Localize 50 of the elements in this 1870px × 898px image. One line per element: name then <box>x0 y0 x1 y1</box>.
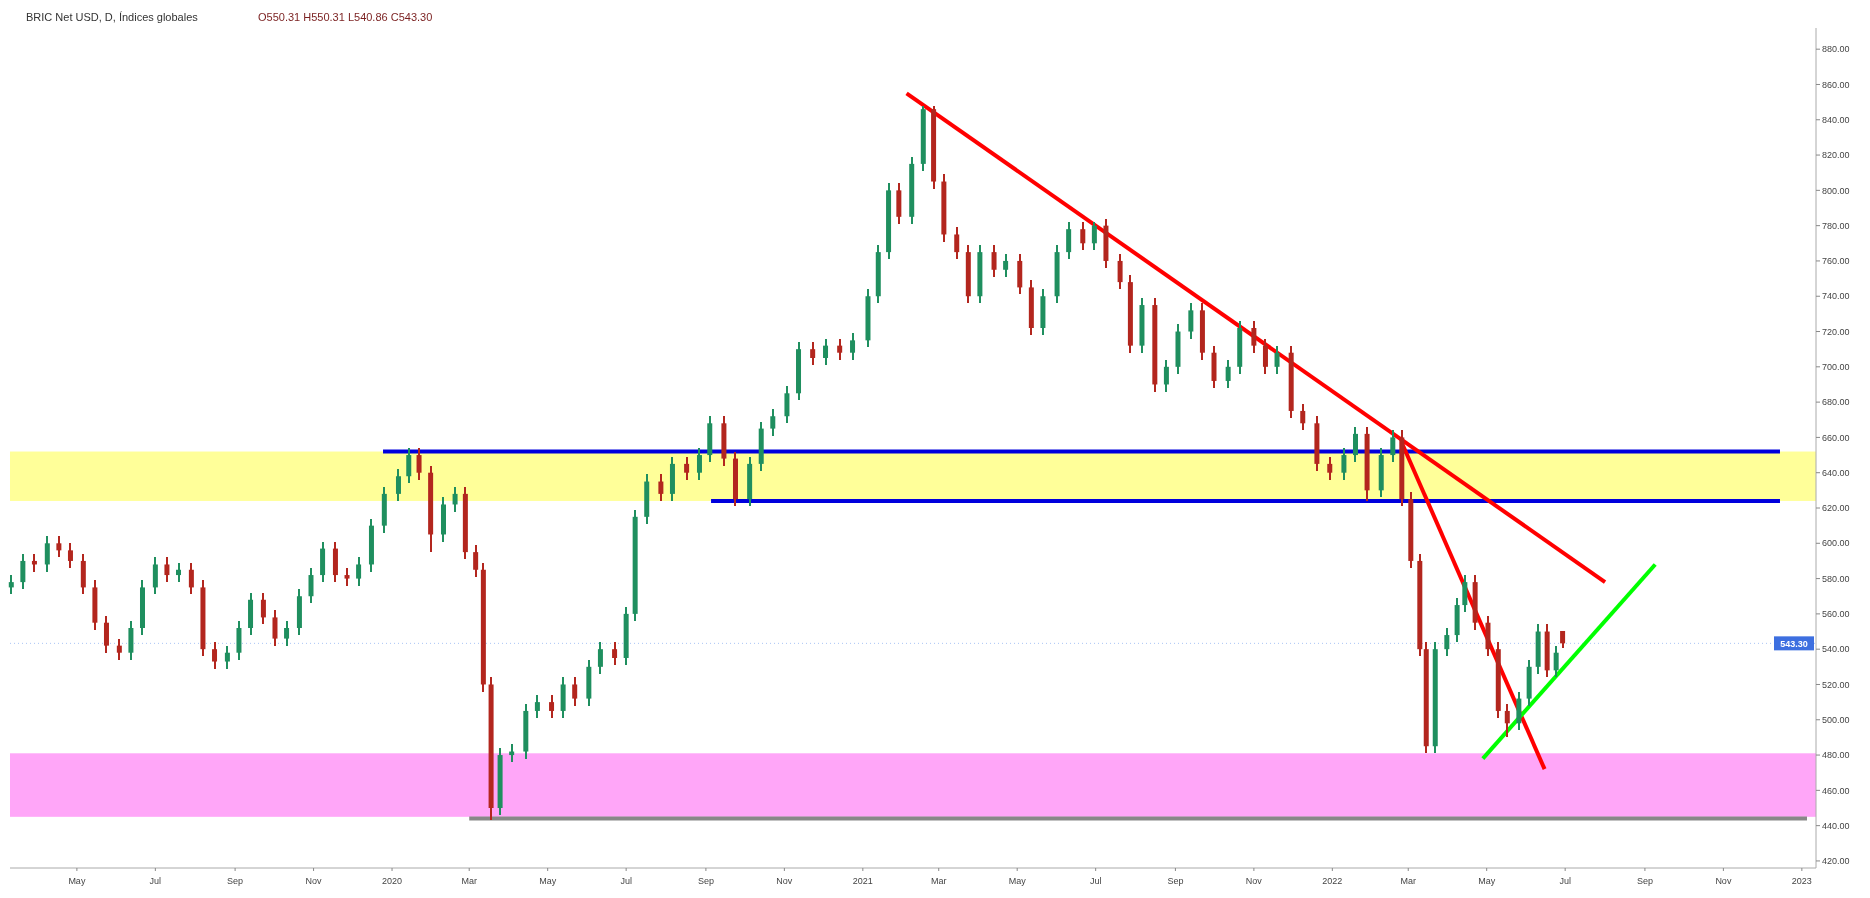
y-tick-label: 700.00 <box>1822 361 1850 372</box>
x-tick-label: Sep <box>1167 876 1184 886</box>
x-tick-label: Jul <box>620 876 632 886</box>
x-tick-label: May <box>539 876 557 886</box>
y-tick-label: 520.00 <box>1822 679 1850 690</box>
y-tick-label: 620.00 <box>1822 503 1850 514</box>
y-tick-label: 600.00 <box>1822 538 1850 549</box>
y-tick-label: 440.00 <box>1822 820 1850 831</box>
y-tick-label: 800.00 <box>1822 185 1850 196</box>
x-tick-label: 2020 <box>382 876 403 886</box>
x-tick-label: Mar <box>1400 876 1416 886</box>
y-tick-label: 660.00 <box>1822 432 1850 443</box>
y-tick-label: 420.00 <box>1822 856 1850 867</box>
x-tick-label: Sep <box>1636 876 1653 886</box>
y-tick-label: 480.00 <box>1822 750 1850 761</box>
x-tick-label: May <box>1478 876 1496 886</box>
y-tick-label: 880.00 <box>1822 44 1850 55</box>
x-tick-label: Jul <box>1559 876 1571 886</box>
y-tick-label: 820.00 <box>1822 150 1850 161</box>
x-tick-label: Mar <box>461 876 477 886</box>
x-tick-label: Sep <box>697 876 714 886</box>
x-tick-label: 2023 <box>1791 876 1812 886</box>
y-tick-label: 840.00 <box>1822 114 1850 125</box>
y-tick-label: 860.00 <box>1822 79 1850 90</box>
y-tick-label: 460.00 <box>1822 785 1850 796</box>
x-tick-label: Nov <box>1715 876 1732 886</box>
y-tick-label: 640.00 <box>1822 467 1850 478</box>
x-tick-label: Jul <box>1089 876 1102 886</box>
y-tick-label: 720.00 <box>1822 326 1850 337</box>
y-tick-label: 560.00 <box>1822 609 1850 620</box>
x-tick-label: Jul <box>149 876 162 886</box>
y-tick-label: 500.00 <box>1822 714 1850 725</box>
y-tick-label: 760.00 <box>1822 256 1850 267</box>
x-tick-label: Nov <box>305 876 323 886</box>
y-tick-label: 740.00 <box>1822 291 1850 302</box>
x-tick-label: Mar <box>930 876 947 886</box>
x-tick-label: May <box>68 876 86 886</box>
y-tick-label: 780.00 <box>1822 220 1850 231</box>
chart-title: BRIC Net USD, D, Índices globales <box>26 11 199 23</box>
y-tick-label: 540.00 <box>1822 644 1850 655</box>
chart-subtitle: O550.31 H550.31 L540.86 C543.30 <box>258 11 433 23</box>
x-tick-label: Nov <box>776 876 793 886</box>
y-tick-label: 580.00 <box>1822 573 1850 584</box>
x-tick-label: May <box>1008 876 1027 886</box>
y-tick-label: 680.00 <box>1822 397 1850 408</box>
x-tick-label: 2021 <box>852 876 873 886</box>
x-tick-label: 2022 <box>1322 876 1343 886</box>
x-tick-label: Sep <box>227 876 244 886</box>
ref-line-label: 543.30 <box>1780 638 1808 649</box>
x-tick-label: Nov <box>1245 876 1263 886</box>
